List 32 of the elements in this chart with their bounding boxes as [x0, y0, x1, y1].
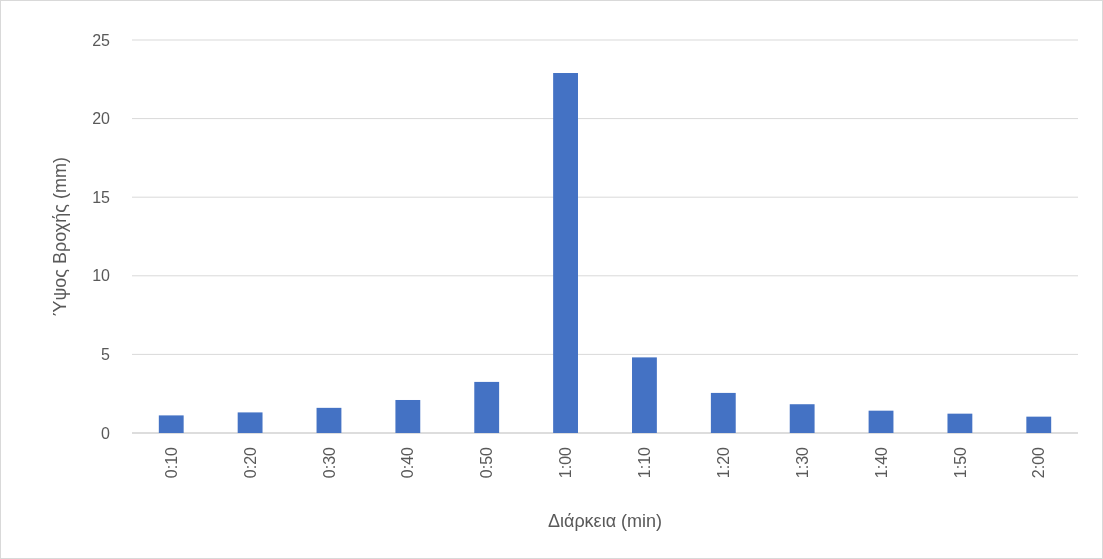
y-axis-title: Ύψος Βροχής (mm) [50, 157, 70, 316]
x-tick-label: 1:00 [557, 446, 575, 479]
y-tick-label: 15 [92, 188, 111, 206]
bar [868, 410, 894, 433]
x-tick-label: 2:00 [1030, 446, 1048, 479]
y-tick-label: 10 [92, 267, 111, 285]
x-tick-label: 0:20 [241, 446, 259, 479]
x-tick-label: 0:10 [162, 446, 180, 479]
y-tick-label: 25 [92, 31, 111, 49]
bar [237, 412, 263, 433]
bar [632, 357, 657, 433]
bar [474, 381, 500, 433]
x-tick-label: 0:50 [478, 446, 496, 479]
bar [158, 415, 184, 433]
x-axis-title: Διάρκεια (min) [547, 511, 663, 531]
bar [316, 407, 342, 433]
bar [395, 399, 421, 433]
y-tick-label: 20 [92, 110, 111, 128]
x-tick-label: 1:10 [636, 446, 654, 479]
bar [1026, 416, 1052, 433]
bar [947, 413, 973, 433]
x-tick-label: 0:40 [399, 446, 417, 479]
x-tick-label: 1:50 [951, 446, 969, 479]
x-tick-label: 1:20 [714, 446, 732, 479]
bar [789, 404, 815, 433]
bar [710, 392, 736, 433]
x-tick-label: 0:30 [320, 446, 338, 479]
x-tick-label: 1:40 [872, 446, 890, 479]
y-tick-label: 5 [101, 346, 111, 363]
bar [553, 73, 578, 433]
y-tick-label: 0 [101, 424, 111, 442]
x-tick-label: 1:30 [793, 446, 811, 479]
